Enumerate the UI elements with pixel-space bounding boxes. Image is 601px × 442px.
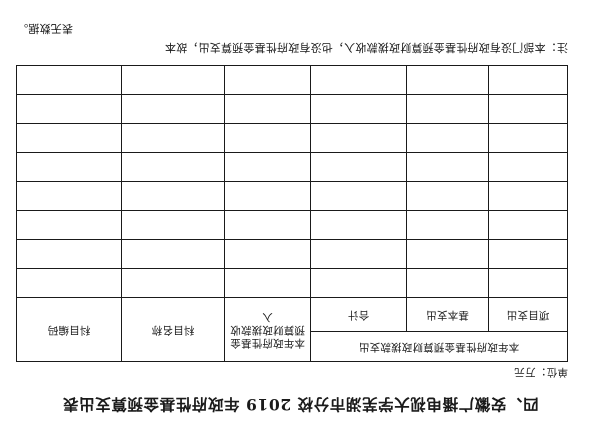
column-header-subject-name: 科目名称 xyxy=(121,297,225,362)
table-cell-subject-code xyxy=(16,152,122,182)
table-cell-income xyxy=(224,123,311,153)
table-cell-subject-code xyxy=(16,65,122,95)
table-body xyxy=(16,65,568,298)
table-cell-basic xyxy=(406,65,489,95)
table-cell-subject-code xyxy=(16,181,122,211)
table-cell-subject-name xyxy=(121,239,225,269)
table-cell-project xyxy=(488,239,568,269)
table-cell-subject-name xyxy=(121,152,225,182)
table-cell-project xyxy=(488,181,568,211)
note-line-2: 表无数据。 xyxy=(17,21,73,35)
table-cell-project xyxy=(488,152,568,182)
table-cell-subject-code xyxy=(16,123,122,153)
table-cell-total xyxy=(310,239,407,269)
table-row xyxy=(16,239,568,269)
column-header-basic-expenditure: 基本支出 xyxy=(406,297,489,332)
table-cell-total xyxy=(310,181,407,211)
table-cell-basic xyxy=(406,239,489,269)
column-header-fiscal-appropriation-expenditure: 本年政府性基金预算财政拨款支出 xyxy=(310,331,568,362)
table-cell-basic xyxy=(406,181,489,211)
table-cell-subject-name xyxy=(121,94,225,124)
column-header-expenditure-total: 合计 xyxy=(310,297,407,332)
table-cell-subject-name xyxy=(121,268,225,298)
column-header-project-expenditure: 项目支出 xyxy=(488,297,568,332)
table-cell-project xyxy=(488,65,568,95)
table-note: 注：本部门没有政府性基金预算财政拨款收入，也没有政府性基金预算支出，故本 表无数… xyxy=(17,19,568,58)
table-cell-total xyxy=(310,152,407,182)
table-cell-subject-code xyxy=(16,94,122,124)
table-cell-subject-name xyxy=(121,181,225,211)
table-header: 本年政府性基金预算财政拨款支出 本年政府性基金预算财政拨款收入 科目名称 科目编码… xyxy=(16,297,568,362)
table-cell-total xyxy=(310,65,407,95)
table-cell-income xyxy=(224,268,311,298)
table-cell-basic xyxy=(406,152,489,182)
table-cell-basic xyxy=(406,210,489,240)
table-row xyxy=(16,65,568,95)
table-row xyxy=(16,123,568,153)
table-cell-basic xyxy=(406,94,489,124)
table-cell-project xyxy=(488,123,568,153)
column-header-subject-code: 科目编码 xyxy=(16,297,122,362)
table-cell-project xyxy=(488,94,568,124)
table-cell-income xyxy=(224,181,311,211)
table-cell-income xyxy=(224,94,311,124)
table-row xyxy=(16,152,568,182)
table-cell-subject-code xyxy=(16,210,122,240)
table-row xyxy=(16,181,568,211)
table-cell-basic xyxy=(406,123,489,153)
table-cell-subject-name xyxy=(121,210,225,240)
table-row xyxy=(16,268,568,298)
table-cell-subject-code xyxy=(16,239,122,269)
table-cell-income xyxy=(224,210,311,240)
table-cell-income xyxy=(224,65,311,95)
table-cell-subject-name xyxy=(121,65,225,95)
table-cell-project xyxy=(488,210,568,240)
table-cell-basic xyxy=(406,268,489,298)
table-cell-total xyxy=(310,94,407,124)
table-cell-total xyxy=(310,123,407,153)
column-header-fiscal-appropriation-income: 本年政府性基金预算财政拨款收入 xyxy=(224,297,311,362)
table-cell-total xyxy=(310,268,407,298)
note-line-1: 注：本部门没有政府性基金预算财政拨款收入，也没有政府性基金预算支出，故本 xyxy=(164,41,568,54)
table-cell-subject-name xyxy=(121,123,225,153)
header-row-group: 本年政府性基金预算财政拨款支出 本年政府性基金预算财政拨款收入 科目名称 科目编码 xyxy=(16,297,568,362)
table-row xyxy=(16,210,568,240)
page-title: 四、安徽广播电视大学芜湖市分校 2019 年政府性基金预算支出表 xyxy=(62,395,539,414)
budget-expenditure-table: 本年政府性基金预算财政拨款支出 本年政府性基金预算财政拨款收入 科目名称 科目编码… xyxy=(16,65,568,362)
table-cell-total xyxy=(310,210,407,240)
table-cell-income xyxy=(224,239,311,269)
table-cell-subject-code xyxy=(16,268,122,298)
table-cell-income xyxy=(224,152,311,182)
table-cell-project xyxy=(488,268,568,298)
unit-label: 单位：万元 xyxy=(514,366,568,378)
table-row xyxy=(16,94,568,124)
